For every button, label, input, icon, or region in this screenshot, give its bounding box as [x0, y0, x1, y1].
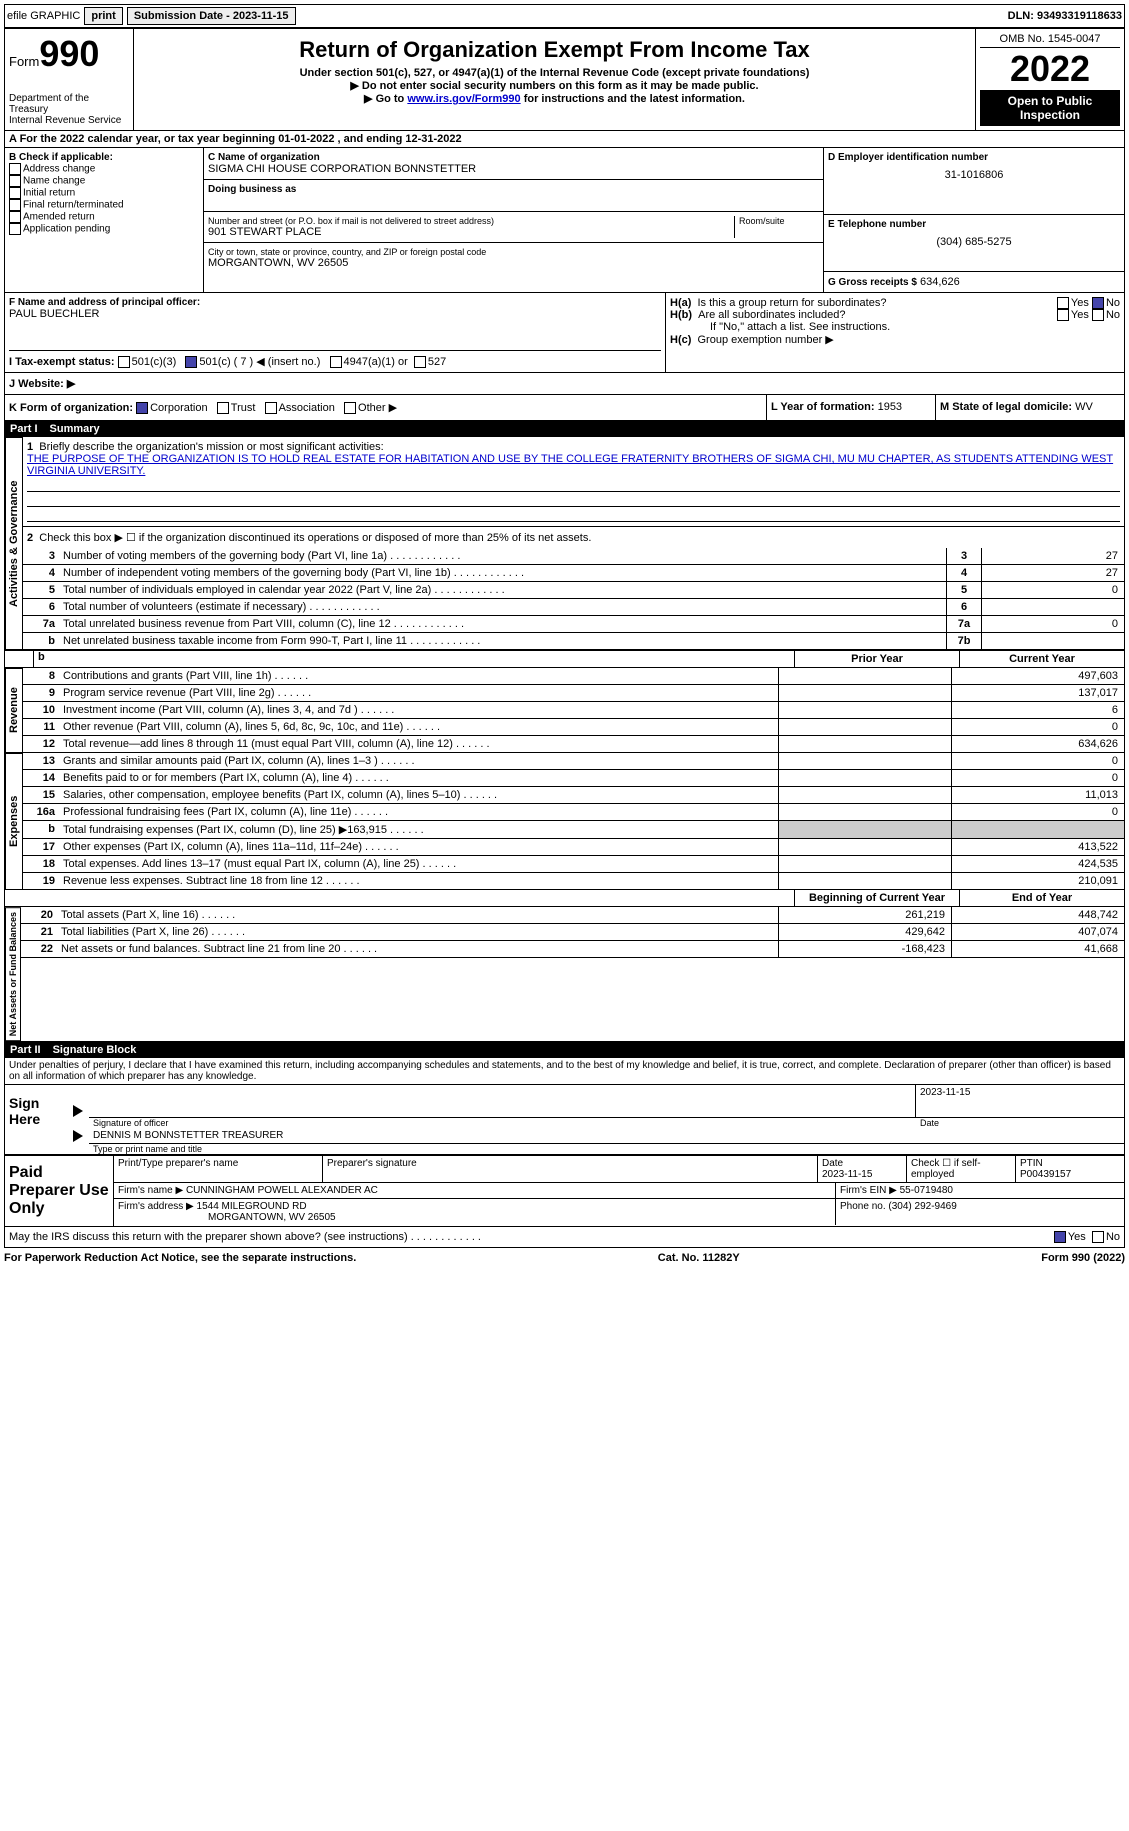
box-f: F Name and address of principal officer:… [5, 293, 666, 372]
dln: DLN: 93493319118633 [1008, 10, 1122, 22]
city: MORGANTOWN, WV 26505 [208, 257, 819, 269]
box-c: C Name of organization SIGMA CHI HOUSE C… [204, 148, 824, 292]
form-number: 990 [39, 33, 99, 74]
principal-officer: PAUL BUECHLER [9, 308, 661, 320]
part1-header: Part ISummary [4, 421, 1125, 437]
gross-receipts: 634,626 [920, 276, 960, 288]
firm-addr: 1544 MILEGROUND RD [197, 1201, 307, 1212]
domicile: WV [1075, 401, 1093, 413]
form-subtitle: Under section 501(c), 527, or 4947(a)(1)… [138, 67, 971, 79]
efile-label: efile GRAPHIC [7, 10, 80, 22]
year-formation: 1953 [878, 401, 902, 413]
vlabel-activities: Activities & Governance [5, 437, 23, 650]
mission: THE PURPOSE OF THE ORGANIZATION IS TO HO… [27, 453, 1113, 477]
vlabel-net: Net Assets or Fund Balances [5, 907, 21, 1041]
arrow-icon [73, 1130, 83, 1142]
officer-name: DENNIS M BONNSTETTER TREASURER [89, 1128, 1124, 1144]
tax-year: 2022 [980, 48, 1120, 90]
phone: (304) 685-5275 [828, 230, 1120, 248]
arrow-icon [73, 1105, 83, 1117]
vlabel-expenses: Expenses [5, 753, 23, 890]
topbar: efile GRAPHIC print Submission Date - 20… [4, 4, 1125, 28]
discuss: May the IRS discuss this return with the… [9, 1231, 1054, 1243]
box-b: B Check if applicable: Address change Na… [5, 148, 204, 292]
irs-link[interactable]: www.irs.gov/Form990 [407, 93, 520, 105]
sig-date: 2023-11-15 [920, 1087, 970, 1098]
org-name: SIGMA CHI HOUSE CORPORATION BONNSTETTER [208, 163, 819, 175]
info-grid: B Check if applicable: Address change Na… [4, 148, 1125, 293]
street: 901 STEWART PLACE [208, 226, 734, 238]
note-ssn: ▶ Do not enter social security numbers o… [138, 79, 971, 92]
firm-phone: (304) 292-9469 [888, 1201, 956, 1212]
sign-here: Sign Here [5, 1085, 73, 1154]
dept-treasury: Department of the Treasury [9, 93, 129, 115]
open-inspection: Open to Public Inspection [980, 90, 1120, 126]
vlabel-revenue: Revenue [5, 668, 23, 753]
website-label: J Website: ▶ [9, 378, 75, 390]
omb: OMB No. 1545-0047 [980, 33, 1120, 48]
perjury: Under penalties of perjury, I declare th… [4, 1058, 1125, 1085]
ein: 31-1016806 [828, 163, 1120, 181]
box-deg: D Employer identification number 31-1016… [824, 148, 1124, 292]
note-goto-post: for instructions and the latest informat… [521, 93, 745, 105]
print-button[interactable]: print [84, 7, 122, 25]
form-header: Form990 Department of the Treasury Inter… [4, 28, 1125, 131]
paid-preparer: Paid Preparer Use Only Print/Type prepar… [4, 1155, 1125, 1227]
note-goto-pre: ▶ Go to [364, 93, 407, 105]
box-h: H(a) Is this a group return for subordin… [666, 293, 1124, 372]
section-a: A For the 2022 calendar year, or tax yea… [4, 131, 1125, 148]
form-title: Return of Organization Exempt From Incom… [138, 37, 971, 63]
footer: For Paperwork Reduction Act Notice, see … [4, 1248, 1125, 1268]
form-word: Form [9, 54, 39, 69]
part2-header: Part IISignature Block [4, 1042, 1125, 1058]
ptin: P00439157 [1020, 1169, 1071, 1180]
firm-ein: 55-0719480 [900, 1185, 953, 1196]
irs: Internal Revenue Service [9, 115, 129, 126]
room-suite: Room/suite [734, 216, 819, 238]
firm-name: CUNNINGHAM POWELL ALEXANDER AC [186, 1185, 378, 1196]
submission-button[interactable]: Submission Date - 2023-11-15 [127, 7, 296, 25]
